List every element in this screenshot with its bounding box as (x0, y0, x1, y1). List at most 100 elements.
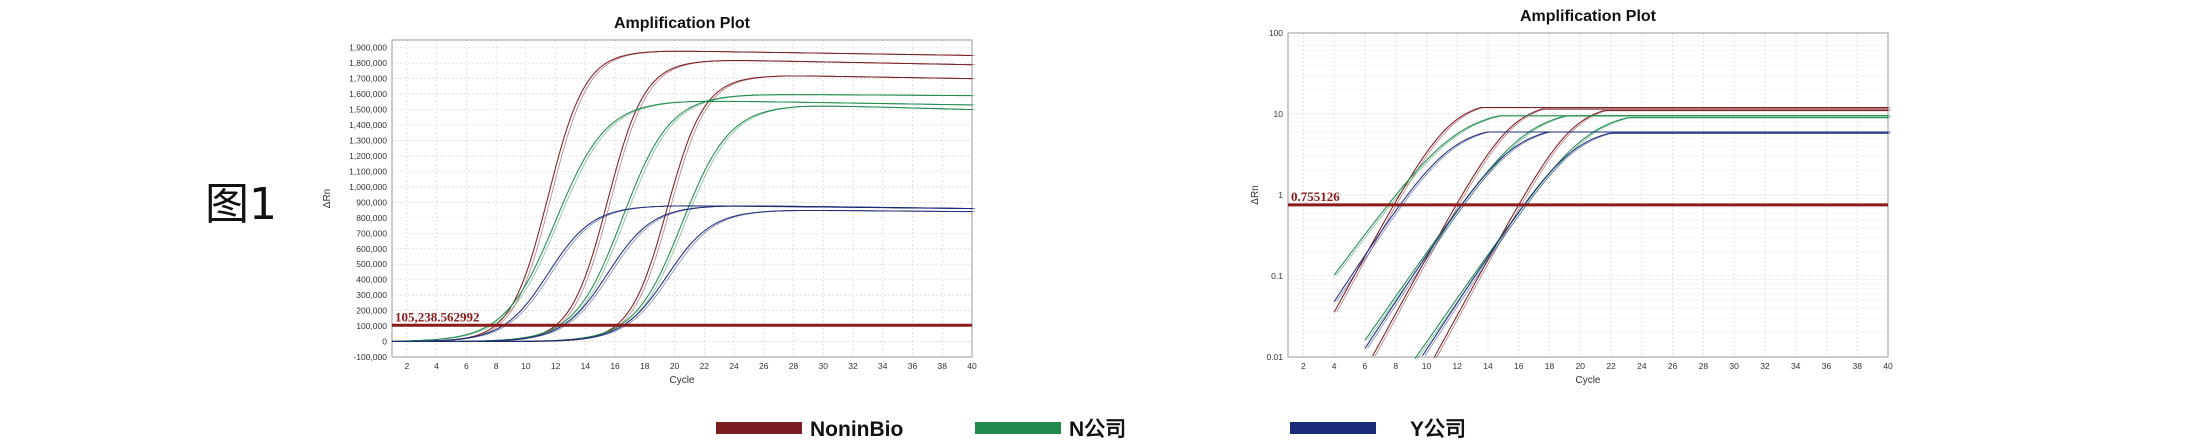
x-tick-label: 22 (700, 361, 710, 371)
y-tick-label: 1,000,000 (349, 182, 387, 192)
x-tick-label: 22 (1606, 361, 1616, 371)
y-tick-label: 1,500,000 (349, 105, 387, 115)
series-line-replicate (1367, 131, 1891, 349)
y-axis-label: ΔRn (322, 189, 333, 208)
x-tick-label: 38 (1852, 361, 1862, 371)
legend-label: Y公司 (1410, 418, 1466, 441)
y-tick-label: 100 (1269, 28, 1283, 38)
legend-swatch (1290, 422, 1376, 434)
x-tick-label: 24 (729, 361, 739, 371)
y-tick-label: 0.1 (1271, 271, 1283, 281)
y-tick-label: 500,000 (356, 259, 387, 269)
series-line-replicate (1374, 108, 1891, 357)
series-line-replicate (394, 101, 975, 342)
x-tick-label: 26 (759, 361, 769, 371)
y-axis-label: ΔRn (1250, 185, 1261, 204)
series-line (1414, 117, 1888, 360)
series-line-replicate (395, 50, 976, 342)
x-tick-label: 12 (551, 361, 561, 371)
figure-label: 图1 (205, 179, 277, 230)
x-tick-label: 14 (1483, 361, 1493, 371)
plot-frame (391, 39, 973, 358)
x-tick-label: 16 (610, 361, 620, 371)
x-tick-label: 30 (1729, 361, 1739, 371)
x-tick-label: 16 (1514, 361, 1524, 371)
x-tick-label: 40 (967, 361, 977, 371)
series-line (392, 75, 973, 343)
x-tick-label: 32 (848, 361, 858, 371)
y-tick-label: 1,300,000 (349, 136, 387, 146)
series-line (392, 105, 973, 343)
x-axis-label: Cycle (1575, 375, 1600, 386)
y-tick-label: 1 (1278, 190, 1283, 200)
legend-swatch (975, 422, 1061, 434)
y-tick-label: 1,900,000 (349, 43, 387, 53)
x-tick-label: 38 (938, 361, 948, 371)
series-line-replicate (395, 210, 975, 342)
chart-title: Amplification Plot (614, 15, 751, 32)
y-tick-label: 600,000 (356, 244, 387, 254)
series-line (1364, 131, 1888, 349)
x-tick-label: 40 (1883, 361, 1893, 371)
threshold-label: 0.755126 (1291, 189, 1340, 204)
series-line-replicate (395, 75, 976, 342)
x-tick-label: 8 (494, 361, 499, 371)
x-tick-label: 36 (908, 361, 918, 371)
y-tick-label: 1,700,000 (349, 74, 387, 84)
x-tick-label: 14 (581, 361, 591, 371)
x-tick-label: 26 (1668, 361, 1678, 371)
series-line-replicate (1436, 110, 1891, 358)
y-tick-label: 1,100,000 (349, 166, 387, 176)
x-tick-label: 10 (521, 361, 531, 371)
x-tick-label: 20 (670, 361, 680, 371)
x-tick-label: 28 (789, 361, 799, 371)
x-tick-label: 30 (819, 361, 829, 371)
x-tick-label: 4 (1332, 361, 1337, 371)
series-line (392, 60, 972, 343)
y-tick-label: 800,000 (356, 213, 387, 223)
y-tick-label: -100,000 (353, 352, 387, 362)
series-line-replicate (395, 205, 976, 342)
y-tick-label: 0.01 (1266, 352, 1283, 362)
series-line (391, 100, 972, 342)
x-tick-label: 34 (878, 361, 888, 371)
series-line-replicate (1336, 107, 1891, 313)
y-tick-label: 400,000 (356, 275, 387, 285)
legend-label: NoninBio (810, 418, 903, 441)
x-tick-label: 24 (1637, 361, 1647, 371)
y-tick-label: 300,000 (356, 290, 387, 300)
x-tick-label: 18 (640, 361, 650, 371)
y-tick-label: 100,000 (356, 321, 387, 331)
y-tick-label: 1,800,000 (349, 58, 387, 68)
y-tick-label: 900,000 (356, 197, 387, 207)
x-axis-label: Cycle (669, 375, 694, 386)
x-tick-label: 20 (1576, 361, 1586, 371)
y-tick-label: 10 (1274, 109, 1284, 119)
chart-title: Amplification Plot (1520, 8, 1657, 25)
series-line-replicate (395, 60, 975, 342)
series-line-replicate (1424, 132, 1891, 356)
x-tick-label: 2 (405, 361, 410, 371)
legend-label: N公司 (1069, 418, 1126, 441)
x-tick-label: 18 (1545, 361, 1555, 371)
x-tick-label: 2 (1301, 361, 1306, 371)
legend: NoninBio N公司 Y公司 (716, 418, 1466, 441)
x-tick-label: 4 (434, 361, 439, 371)
threshold-label: 105,238.562992 (395, 309, 480, 324)
series-line-replicate (395, 105, 976, 342)
x-tick-label: 8 (1393, 361, 1398, 371)
x-tick-label: 6 (1363, 361, 1368, 371)
x-tick-label: 34 (1791, 361, 1801, 371)
y-tick-label: 700,000 (356, 228, 387, 238)
y-tick-label: 1,200,000 (349, 151, 387, 161)
x-tick-label: 6 (464, 361, 469, 371)
legend-swatch (716, 422, 802, 434)
y-tick-label: 1,600,000 (349, 89, 387, 99)
y-tick-label: 200,000 (356, 306, 387, 316)
x-tick-label: 36 (1822, 361, 1832, 371)
series-line-replicate (1417, 117, 1891, 359)
series-line-replicate (1367, 115, 1891, 341)
